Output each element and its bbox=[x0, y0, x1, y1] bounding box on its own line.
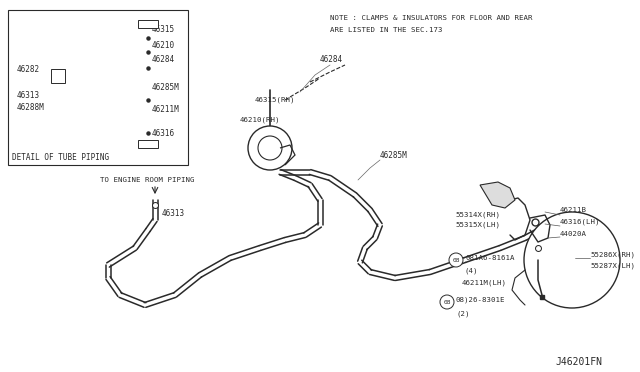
Text: 55287X(LH): 55287X(LH) bbox=[590, 263, 635, 269]
Bar bbox=[8, 10, 188, 165]
Text: ARE LISTED IN THE SEC.173: ARE LISTED IN THE SEC.173 bbox=[330, 27, 442, 33]
Bar bbox=[51, 69, 65, 83]
Circle shape bbox=[258, 136, 282, 160]
Text: 46284: 46284 bbox=[152, 55, 175, 64]
Text: 44020A: 44020A bbox=[560, 231, 587, 237]
Text: 46285M: 46285M bbox=[380, 151, 408, 160]
Text: 46210(RH): 46210(RH) bbox=[240, 117, 280, 123]
Text: 46316(LH): 46316(LH) bbox=[560, 219, 600, 225]
Text: 46288M: 46288M bbox=[17, 103, 45, 112]
Text: 46316: 46316 bbox=[152, 128, 175, 138]
Text: 46313: 46313 bbox=[162, 208, 185, 218]
Text: 55315X(LH): 55315X(LH) bbox=[455, 222, 500, 228]
Text: 46285M: 46285M bbox=[152, 83, 180, 93]
Text: (4): (4) bbox=[465, 268, 479, 274]
Circle shape bbox=[524, 212, 620, 308]
Text: 081A6-8161A: 081A6-8161A bbox=[465, 255, 515, 261]
Text: 08: 08 bbox=[452, 257, 460, 263]
Text: DETAIL OF TUBE PIPING: DETAIL OF TUBE PIPING bbox=[12, 154, 109, 163]
Text: 46211M: 46211M bbox=[152, 106, 180, 115]
Text: TO ENGINE ROOM PIPING: TO ENGINE ROOM PIPING bbox=[100, 177, 195, 183]
Circle shape bbox=[449, 253, 463, 267]
Text: 46282: 46282 bbox=[17, 65, 40, 74]
Text: 46315: 46315 bbox=[152, 26, 175, 35]
Text: 08: 08 bbox=[444, 299, 451, 305]
Bar bbox=[138, 140, 158, 148]
Polygon shape bbox=[480, 182, 515, 208]
Circle shape bbox=[248, 126, 292, 170]
Text: 08)26-8301E: 08)26-8301E bbox=[456, 297, 506, 303]
Text: 46210: 46210 bbox=[152, 41, 175, 49]
Circle shape bbox=[440, 295, 454, 309]
Text: 46284: 46284 bbox=[320, 55, 343, 64]
Text: 46211M(LH): 46211M(LH) bbox=[462, 280, 507, 286]
Text: 46315(RH): 46315(RH) bbox=[255, 97, 296, 103]
Text: 46313: 46313 bbox=[17, 90, 40, 99]
Bar bbox=[138, 20, 158, 28]
Text: 46211B: 46211B bbox=[560, 207, 587, 213]
Text: NOTE : CLAMPS & INSULATORS FOR FLOOR AND REAR: NOTE : CLAMPS & INSULATORS FOR FLOOR AND… bbox=[330, 15, 532, 21]
Text: J46201FN: J46201FN bbox=[555, 357, 602, 367]
Text: 55286X(RH): 55286X(RH) bbox=[590, 252, 635, 258]
Text: (2): (2) bbox=[456, 311, 470, 317]
Text: 55314X(RH): 55314X(RH) bbox=[455, 212, 500, 218]
